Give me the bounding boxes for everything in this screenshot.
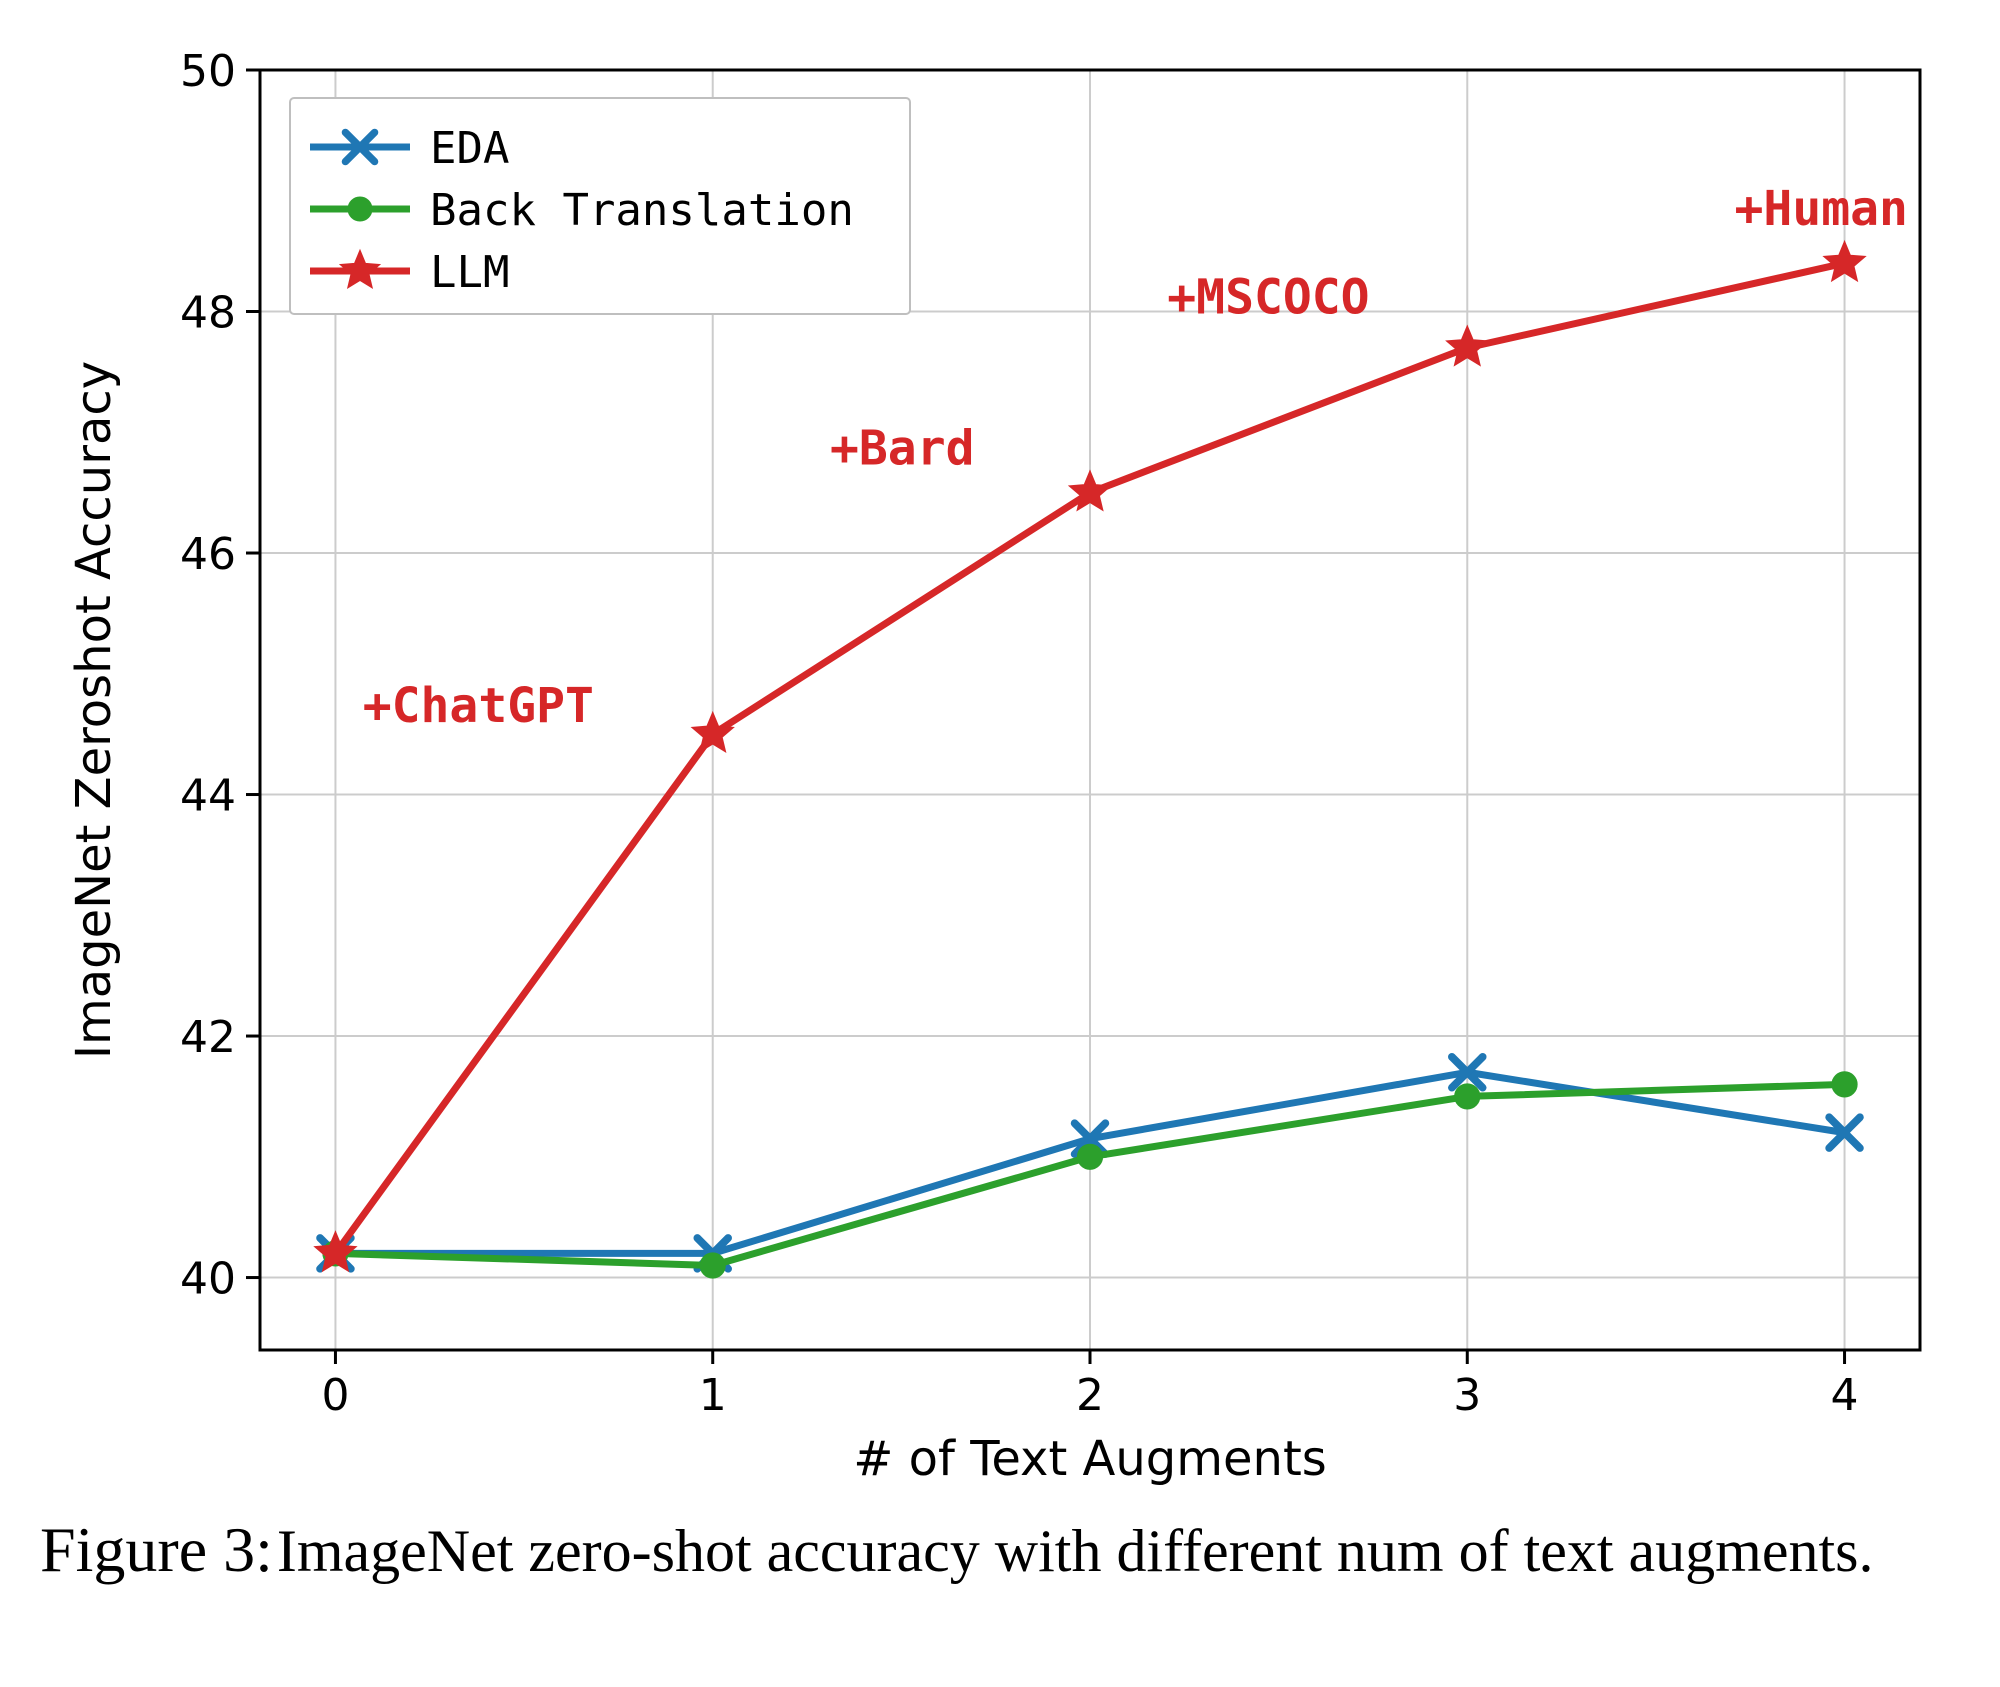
figure-page: 0 1 2 3 4 40 42 44 46 48 50 # of Text Augments Image… (0, 0, 2000, 1687)
x-tick-label: 4 (1831, 1370, 1859, 1421)
marker-circle (1455, 1084, 1479, 1108)
marker-circle (1078, 1145, 1102, 1169)
annotation-label: +MSCOCO (1167, 270, 1369, 326)
marker-circle (1832, 1072, 1856, 1096)
y-tick-label: 46 (180, 529, 236, 580)
legend-label: EDA (430, 123, 509, 174)
caption-label: Figure 3: (40, 1514, 273, 1585)
y-tick-label: 44 (180, 771, 236, 822)
y-tick-label: 50 (180, 46, 236, 97)
legend-label: LLM (430, 247, 509, 298)
y-tick-label: 48 (180, 288, 236, 339)
chart-container: 0 1 2 3 4 40 42 44 46 48 50 # of Text Augments Image… (40, 30, 1960, 1490)
figure-caption: Figure 3: ImageNet zero-shot accuracy wi… (40, 1510, 1960, 1590)
annotation-label: +ChatGPT (363, 678, 594, 734)
marker-circle (701, 1253, 725, 1277)
marker-circle (349, 198, 372, 221)
x-tick-label: 2 (1076, 1370, 1104, 1421)
annotation-label: +Bard (830, 421, 975, 477)
y-tick-label: 42 (180, 1012, 236, 1063)
annotation-label: +Human (1735, 181, 1908, 237)
legend: EDA Back Translation LLM (290, 98, 910, 314)
line-chart: 0 1 2 3 4 40 42 44 46 48 50 # of Text Augments Image… (40, 30, 1960, 1490)
legend-label: Back Translation (430, 185, 854, 236)
x-tick-label: 3 (1453, 1370, 1481, 1421)
y-tick-label: 40 (180, 1254, 236, 1305)
x-tick-label: 0 (321, 1370, 349, 1421)
x-tick-label: 1 (699, 1370, 727, 1421)
caption-text: ImageNet zero-shot accuracy with differe… (277, 1518, 1874, 1584)
x-axis-label: # of Text Augments (853, 1431, 1327, 1487)
y-axis-label: ImageNet Zeroshot Accuracy (66, 361, 122, 1059)
